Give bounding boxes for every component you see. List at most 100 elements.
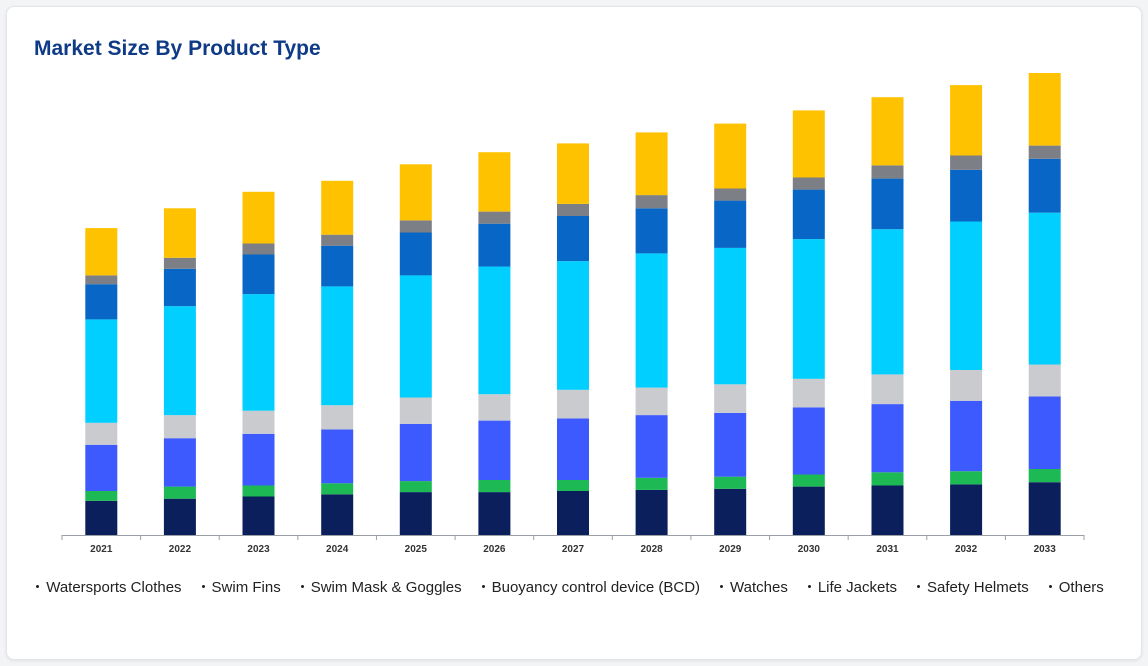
legend-label: Buoyancy control device (BCD) — [491, 579, 701, 596]
bar-segment-watches-2024 — [321, 286, 354, 406]
bar-segment-watersports-clothes-2030 — [792, 486, 825, 535]
bar-segment-swim-fins-2030 — [792, 474, 825, 487]
bar-segment-swim-mask-goggles-2029 — [714, 412, 747, 477]
bar-segment-life-jackets-2029 — [714, 200, 747, 248]
legend-label: Others — [1058, 579, 1104, 596]
x-tick-label-2028: 2028 — [640, 544, 663, 555]
bar-segment-swim-mask-goggles-2026 — [478, 420, 511, 480]
legend-item[interactable]: Swim Mask & Goggles — [300, 571, 462, 604]
bar-segment-watersports-clothes-2026 — [478, 492, 511, 535]
bar-segment-others-2027 — [557, 143, 589, 204]
legend-label: Watersports Clothes — [46, 579, 182, 596]
bar-segment-buoyancy-control-device-bcd-2033 — [1028, 364, 1061, 397]
bar-segment-others-2031 — [871, 97, 904, 166]
bar-segment-others-2024 — [321, 180, 354, 235]
bar-segment-life-jackets-2032 — [950, 169, 983, 222]
bar-segment-watches-2025 — [399, 275, 432, 398]
legend-item[interactable]: Safety Helmets — [917, 571, 1029, 604]
bar-segment-buoyancy-control-device-bcd-2027 — [557, 389, 589, 419]
x-tick-label-2029: 2029 — [719, 544, 742, 555]
bar-segment-swim-mask-goggles-2024 — [321, 429, 354, 484]
bar-segment-watches-2023 — [242, 294, 275, 411]
bar-segment-buoyancy-control-device-bcd-2028 — [635, 387, 668, 416]
bar-segment-life-jackets-2023 — [242, 254, 275, 295]
bar-segment-swim-mask-goggles-2028 — [635, 415, 668, 478]
bar-segment-watersports-clothes-2028 — [635, 489, 668, 535]
bar-segment-safety-helmets-2028 — [635, 195, 668, 209]
bar-segment-buoyancy-control-device-bcd-2025 — [399, 397, 432, 424]
bar-segment-others-2030 — [792, 110, 825, 178]
bullet-icon — [36, 584, 40, 588]
bar-segment-life-jackets-2033 — [1028, 158, 1061, 213]
bar-segment-life-jackets-2021 — [85, 284, 118, 320]
bar-segment-watersports-clothes-2031 — [871, 485, 904, 535]
bar-segment-swim-fins-2032 — [950, 471, 983, 485]
bar-segment-others-2029 — [714, 123, 747, 189]
x-tick-label-2030: 2030 — [798, 544, 821, 555]
bar-segment-safety-helmets-2026 — [478, 211, 511, 224]
x-tick-label-2026: 2026 — [483, 544, 506, 555]
legend-item[interactable]: Buoyancy control device (BCD) — [481, 571, 701, 604]
bar-segment-life-jackets-2025 — [399, 232, 432, 276]
bar-segment-safety-helmets-2031 — [871, 165, 904, 179]
bar-segment-watersports-clothes-2032 — [950, 484, 983, 535]
legend-label: Safety Helmets — [927, 579, 1029, 596]
bar-segment-life-jackets-2026 — [478, 223, 511, 267]
bar-segment-watches-2030 — [792, 239, 825, 379]
bar-segment-watersports-clothes-2025 — [399, 492, 432, 535]
bar-segment-others-2022 — [163, 208, 196, 258]
bullet-icon — [720, 584, 724, 588]
x-tick-label-2024: 2024 — [326, 544, 349, 555]
bar-segment-swim-mask-goggles-2031 — [871, 404, 904, 473]
legend-item[interactable]: Life Jackets — [807, 571, 898, 604]
bar-segment-swim-fins-2023 — [242, 485, 275, 497]
bar-segment-buoyancy-control-device-bcd-2021 — [85, 422, 118, 445]
bar-segment-swim-fins-2024 — [321, 483, 354, 495]
bar-segment-watersports-clothes-2029 — [714, 488, 747, 535]
bar-segment-watersports-clothes-2023 — [242, 496, 275, 535]
bar-segment-swim-fins-2027 — [557, 480, 589, 491]
bar-segment-safety-helmets-2023 — [242, 243, 275, 255]
bar-segment-swim-mask-goggles-2030 — [792, 407, 825, 475]
bar-segment-swim-fins-2021 — [85, 491, 118, 501]
bar-segment-swim-fins-2022 — [163, 486, 196, 499]
bar-segment-safety-helmets-2024 — [321, 234, 354, 246]
bar-segment-swim-mask-goggles-2023 — [242, 433, 275, 486]
legend-item[interactable]: Watersports Clothes — [36, 571, 182, 604]
legend-item[interactable]: Swim Fins — [201, 571, 281, 604]
bar-segment-watches-2028 — [635, 253, 668, 388]
bar-segment-watersports-clothes-2024 — [321, 494, 354, 535]
bar-segment-watersports-clothes-2027 — [557, 491, 589, 535]
bar-segment-buoyancy-control-device-bcd-2026 — [478, 394, 511, 421]
legend-label: Swim Mask & Goggles — [310, 579, 462, 596]
bar-segment-watches-2027 — [557, 261, 589, 390]
bar-segment-watersports-clothes-2033 — [1028, 482, 1061, 535]
bar-segment-others-2028 — [635, 132, 668, 196]
legend-label: Watches — [730, 579, 788, 596]
legend-label: Life Jackets — [817, 579, 898, 596]
bar-segment-buoyancy-control-device-bcd-2023 — [242, 410, 275, 434]
bar-segment-safety-helmets-2022 — [163, 257, 196, 269]
chart-legend: Watersports Clothes Swim Fins Swim Mask & … — [20, 571, 1120, 604]
bar-segment-watersports-clothes-2021 — [85, 500, 118, 535]
bar-segment-others-2021 — [85, 228, 118, 276]
bullet-icon — [201, 584, 205, 588]
bar-segment-life-jackets-2031 — [871, 178, 904, 230]
bar-segment-life-jackets-2024 — [321, 245, 354, 287]
bar-segment-safety-helmets-2029 — [714, 188, 747, 201]
bar-segment-swim-fins-2028 — [635, 477, 668, 490]
bar-segment-watersports-clothes-2022 — [163, 498, 196, 535]
legend-item[interactable]: Others — [1048, 571, 1104, 604]
bullet-icon — [300, 584, 304, 588]
bar-segment-watches-2026 — [478, 266, 511, 395]
bar-segment-others-2033 — [1028, 73, 1061, 146]
bullet-icon — [917, 584, 921, 588]
bar-segment-swim-mask-goggles-2032 — [950, 400, 983, 472]
bar-segment-safety-helmets-2033 — [1028, 145, 1061, 159]
bar-segment-swim-fins-2025 — [399, 481, 432, 493]
bar-segment-safety-helmets-2027 — [557, 203, 589, 216]
bar-segment-swim-mask-goggles-2033 — [1028, 396, 1061, 469]
bullet-icon — [481, 584, 485, 588]
legend-item[interactable]: Watches — [720, 571, 788, 604]
